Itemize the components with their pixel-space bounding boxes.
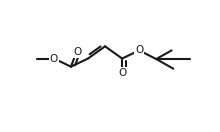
- Text: O: O: [118, 68, 126, 78]
- Text: O: O: [135, 45, 143, 55]
- Text: O: O: [73, 47, 82, 57]
- Text: O: O: [50, 54, 58, 63]
